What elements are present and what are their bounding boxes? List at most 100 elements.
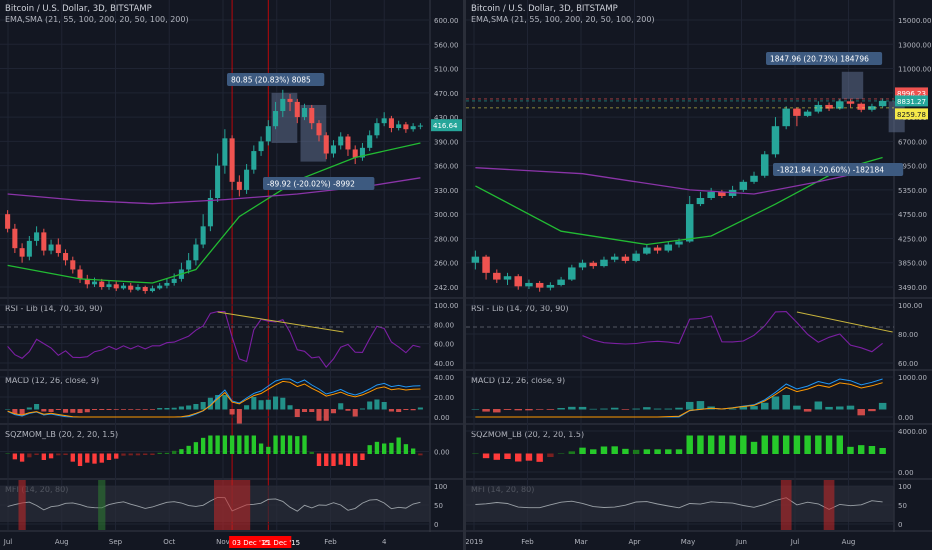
candle-body[interactable] <box>589 262 598 267</box>
sqz-bar[interactable] <box>772 435 779 455</box>
sqz-bar[interactable] <box>338 453 343 465</box>
sqz-bar[interactable] <box>654 449 661 454</box>
candle-body[interactable] <box>157 285 163 289</box>
macd-histogram-bar[interactable] <box>222 395 228 410</box>
sqz-bar[interactable] <box>472 453 479 455</box>
sqz-bar[interactable] <box>324 453 329 467</box>
macd-histogram-bar[interactable] <box>186 405 192 410</box>
sqz-bar[interactable] <box>186 445 191 454</box>
macd-histogram-bar[interactable] <box>149 409 155 410</box>
macd-histogram-bar[interactable] <box>600 408 608 410</box>
candle-body[interactable] <box>215 165 221 198</box>
macd-histogram-bar[interactable] <box>345 409 351 411</box>
candle-body[interactable] <box>171 278 177 283</box>
candle-body[interactable] <box>135 287 141 290</box>
macd-histogram-bar[interactable] <box>381 402 387 410</box>
macd-histogram-bar[interactable] <box>77 409 83 413</box>
macd-histogram-bar[interactable] <box>193 404 199 410</box>
candle-body[interactable] <box>653 247 662 251</box>
macd-histogram-bar[interactable] <box>493 409 501 413</box>
macd-histogram-bar[interactable] <box>128 409 134 410</box>
candle-body[interactable] <box>868 106 876 110</box>
sqz-bar[interactable] <box>396 437 401 455</box>
macd-histogram-bar[interactable] <box>63 409 69 413</box>
macd-histogram-bar[interactable] <box>164 408 170 410</box>
sqz-bar[interactable] <box>643 449 651 454</box>
macd-histogram-bar[interactable] <box>878 402 887 410</box>
sqz-bar[interactable] <box>70 453 75 462</box>
candle-body[interactable] <box>207 198 213 227</box>
candle-body[interactable] <box>525 282 533 287</box>
candle-body[interactable] <box>388 118 394 129</box>
candle-body[interactable] <box>685 204 694 242</box>
candle-body[interactable] <box>782 108 790 127</box>
candle-body[interactable] <box>186 260 192 270</box>
candle-body[interactable] <box>301 107 308 118</box>
sqz-bar[interactable] <box>403 444 409 454</box>
candle-body[interactable] <box>403 124 409 130</box>
candle-body[interactable] <box>48 244 54 251</box>
macd-histogram-bar[interactable] <box>55 409 61 410</box>
macd-histogram-bar[interactable] <box>244 405 250 410</box>
sqz-bar[interactable] <box>179 449 184 454</box>
sqz-bar[interactable] <box>482 453 490 459</box>
sqz-bar[interactable] <box>686 435 693 455</box>
macd-histogram-bar[interactable] <box>265 399 271 410</box>
candle-body[interactable] <box>632 253 640 261</box>
candle-body[interactable] <box>374 123 380 136</box>
macd-histogram-bar[interactable] <box>207 397 213 410</box>
candle-body[interactable] <box>222 138 228 166</box>
sqz-bar[interactable] <box>27 453 32 458</box>
sqz-bar[interactable] <box>63 453 68 456</box>
candle-body[interactable] <box>878 100 887 107</box>
chart-panel-1[interactable]: 600.00 560.00 510.00 470.00 430.00 390.00 360.… <box>0 0 463 548</box>
sqz-bar[interactable] <box>825 435 833 455</box>
candle-body[interactable] <box>793 108 801 116</box>
candle-body[interactable] <box>836 101 844 109</box>
candle-body[interactable] <box>643 247 651 254</box>
macd-histogram-bar[interactable] <box>836 406 844 410</box>
macd-histogram-bar[interactable] <box>410 409 416 411</box>
candle-body[interactable] <box>664 244 673 251</box>
candle-body[interactable] <box>410 126 416 130</box>
candle-body[interactable] <box>113 284 119 289</box>
macd-histogram-bar[interactable] <box>338 403 344 410</box>
sqz-bar[interactable] <box>280 435 285 455</box>
candle-body[interactable] <box>578 262 587 268</box>
sqz-bar[interactable] <box>208 435 213 455</box>
candle-body[interactable] <box>330 145 337 154</box>
macd-histogram-bar[interactable] <box>352 409 358 417</box>
sqz-bar[interactable] <box>48 453 54 459</box>
macd-histogram-bar[interactable] <box>5 409 11 410</box>
candle-body[interactable] <box>718 191 726 196</box>
sqz-bar[interactable] <box>19 453 25 462</box>
candle-body[interactable] <box>5 214 11 229</box>
macd-histogram-bar[interactable] <box>814 401 823 410</box>
macd-histogram-bar[interactable] <box>309 409 315 412</box>
macd-histogram-bar[interactable] <box>739 406 748 410</box>
macd-histogram-bar[interactable] <box>142 409 148 410</box>
candle-body[interactable] <box>77 269 83 279</box>
macd-histogram-bar[interactable] <box>589 408 598 410</box>
candle-body[interactable] <box>251 151 257 170</box>
candle-body[interactable] <box>200 226 206 245</box>
macd-histogram-bar[interactable] <box>546 409 555 410</box>
sqz-bar[interactable] <box>782 435 790 455</box>
candle-body[interactable] <box>814 104 823 112</box>
sqz-bar[interactable] <box>536 453 543 462</box>
macd-histogram-bar[interactable] <box>70 409 76 413</box>
candle-body[interactable] <box>309 107 315 124</box>
sqz-bar[interactable] <box>418 453 423 456</box>
candle-body[interactable] <box>482 256 490 273</box>
candle-body[interactable] <box>471 256 480 263</box>
sqz-bar[interactable] <box>106 453 112 461</box>
macd-histogram-bar[interactable] <box>396 409 402 412</box>
sqz-bar[interactable] <box>244 435 249 455</box>
candle-body[interactable] <box>739 181 748 190</box>
sqz-bar[interactable] <box>707 435 715 455</box>
macd-histogram-bar[interactable] <box>157 408 163 410</box>
candle-body[interactable] <box>825 104 833 109</box>
candle-body[interactable] <box>396 124 402 129</box>
macd-histogram-bar[interactable] <box>653 408 662 410</box>
sqz-bar[interactable] <box>804 435 811 455</box>
